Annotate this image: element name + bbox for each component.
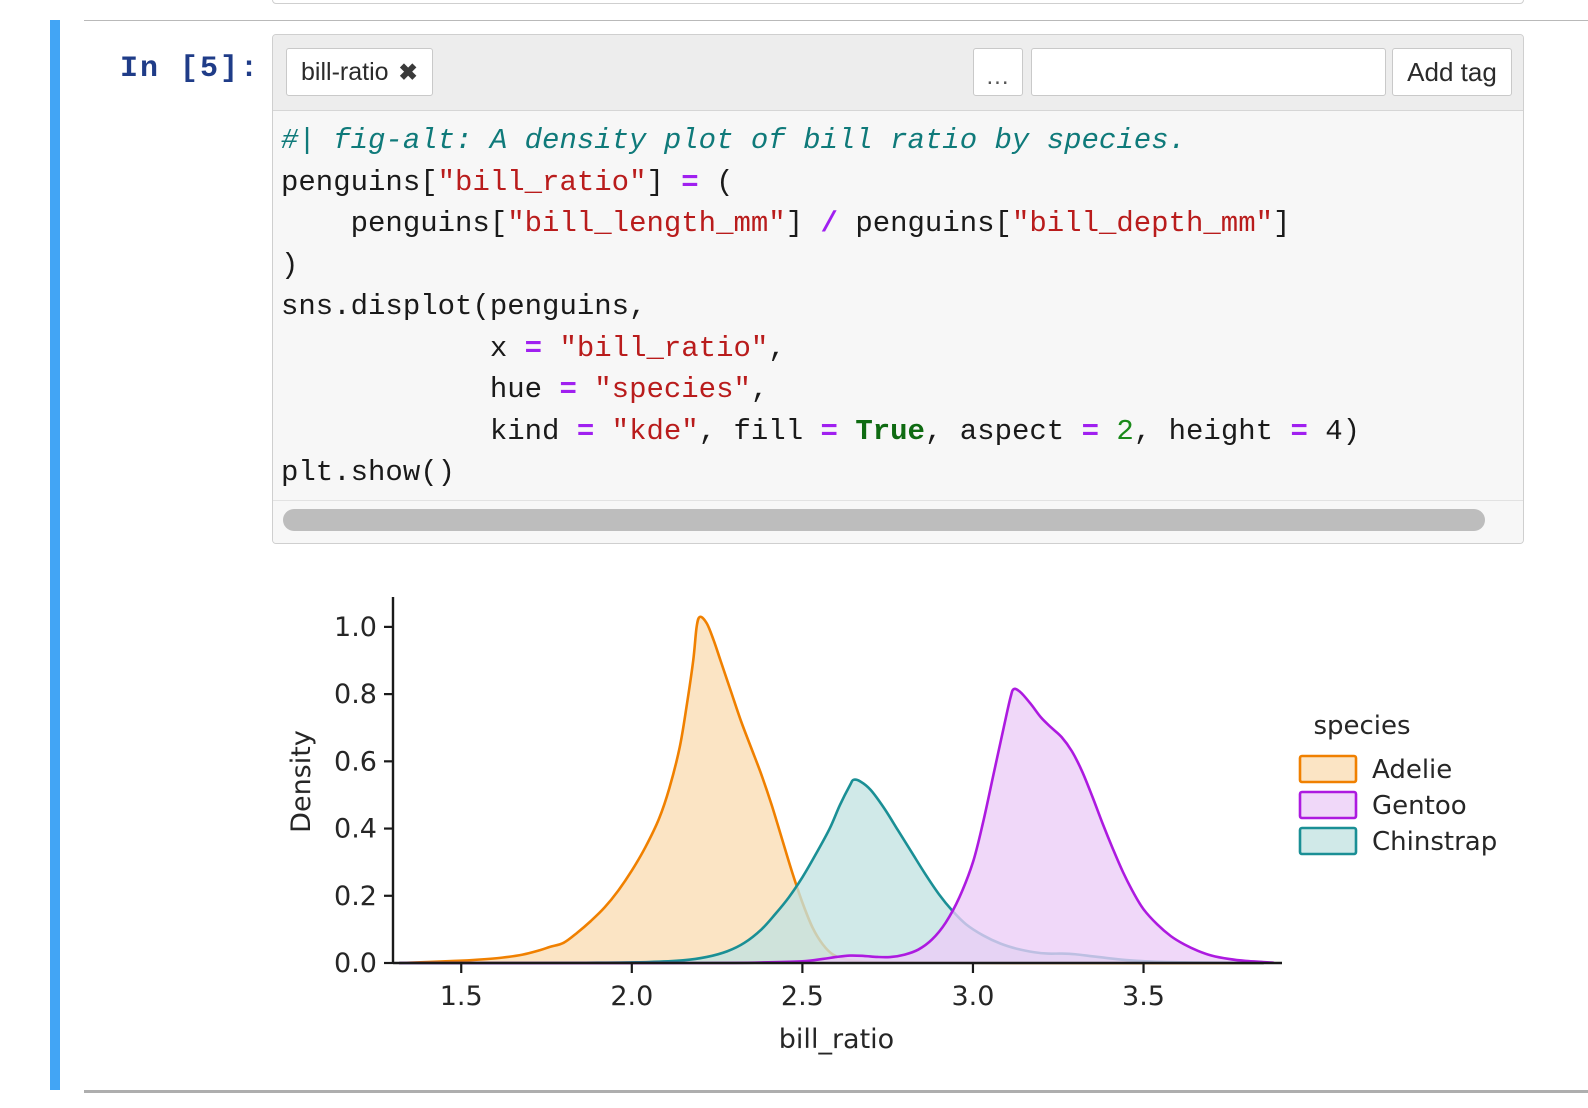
y-axis-label: Density [286, 730, 317, 833]
code-token-plain [594, 415, 611, 448]
plot-series-group [398, 615, 1275, 965]
code-token-plain [542, 332, 559, 365]
code-token-plain: sns.displot(penguins, [281, 290, 647, 323]
code-token-op: / [820, 207, 838, 240]
cell-tag-label: bill-ratio [301, 57, 389, 86]
code-line: penguins["bill_ratio"] = ( [281, 162, 1360, 204]
code-token-op: = [576, 414, 595, 448]
code-token-plain: , [750, 373, 769, 406]
x-tick-label: 3.0 [951, 981, 994, 1012]
code-line: x = "bill_ratio", [281, 328, 1360, 370]
code-token-op: = [820, 414, 838, 448]
code-editor[interactable]: #| fig-alt: A density plot of bill ratio… [273, 112, 1523, 502]
density-plot-svg: 0.0 0.2 0.4 0.6 0.8 1.0 1.5 2.0 2.5 3.0 3.5 bill_ra… [286, 597, 1497, 1055]
code-token-plain: penguins[ [837, 207, 1012, 240]
x-tick-label: 2.0 [610, 981, 653, 1012]
cell-output-area: 0.0 0.2 0.4 0.6 0.8 1.0 1.5 2.0 2.5 3.0 3.5 bill_ra… [272, 556, 1524, 1056]
x-axis-label: bill_ratio [779, 1024, 894, 1055]
code-token-plain: penguins[ [281, 207, 508, 240]
code-token-plain: x [281, 331, 525, 365]
code-token-op: = [559, 373, 577, 406]
y-tick-label: 0.8 [334, 679, 377, 710]
code-input-cell[interactable]: bill-ratio ✖ ... Add tag #| fig-alt: A d… [272, 34, 1524, 544]
code-token-kw: True [855, 414, 925, 448]
x-tick-label: 1.5 [440, 981, 483, 1012]
code-token-op: = [1081, 414, 1099, 448]
code-token-plain: ) [281, 248, 299, 282]
series-area-chinstrap [399, 779, 1263, 964]
tag-overflow-button[interactable]: ... [973, 48, 1023, 96]
y-tick-label: 0.0 [334, 948, 377, 979]
code-token-plain: , [768, 331, 786, 365]
legend-swatch-chinstrap [1298, 826, 1358, 856]
code-token-plain: 4) [1307, 414, 1361, 448]
legend-swatch-adelie [1298, 754, 1358, 784]
code-token-str: "kde" [611, 414, 699, 448]
code-text: #| fig-alt: A density plot of bill ratio… [281, 120, 1360, 494]
code-token-plain [1099, 415, 1116, 448]
tag-input[interactable] [1031, 48, 1386, 96]
add-tag-button[interactable]: Add tag [1392, 48, 1512, 96]
code-token-plain: ] [1273, 207, 1291, 240]
code-token-str: "bill_length_mm" [507, 207, 786, 240]
code-token-op: = [681, 165, 699, 199]
code-line: kind = "kde", fill = True, aspect = 2, h… [281, 411, 1360, 453]
code-token-plain [838, 415, 855, 448]
series-line-gentoo [398, 687, 1275, 965]
code-line: penguins["bill_length_mm"] / penguins["b… [281, 203, 1360, 245]
code-line: sns.displot(penguins, [281, 286, 1360, 328]
code-scrollbar-thumb[interactable] [283, 509, 1485, 531]
cell-tag-bar: bill-ratio ✖ ... Add tag [273, 35, 1523, 111]
code-token-num: 2 [1116, 414, 1134, 448]
code-token-plain: , height [1133, 414, 1291, 448]
density-plot-figure: 0.0 0.2 0.4 0.6 0.8 1.0 1.5 2.0 2.5 3.0 3.5 bill_ra… [272, 556, 1524, 1056]
code-token-str: "species" [594, 373, 751, 406]
y-tick-label: 1.0 [334, 612, 377, 643]
code-token-op: = [524, 331, 543, 365]
code-token-plain: penguins[ [281, 165, 438, 199]
code-line: #| fig-alt: A density plot of bill ratio… [281, 120, 1360, 162]
selected-cell-indicator [50, 20, 60, 1090]
code-token-plain: ] [646, 165, 682, 199]
code-token-comment: #| fig-alt: A density plot of bill ratio… [281, 124, 1186, 157]
legend: species Adelie Gentoo Chinstrap [1298, 711, 1497, 857]
y-tick-label: 0.2 [334, 881, 377, 912]
legend-label-chinstrap: Chinstrap [1372, 827, 1497, 857]
code-token-plain: ( [698, 165, 734, 199]
legend-label-gentoo: Gentoo [1372, 791, 1467, 821]
code-token-plain: , aspect [924, 414, 1082, 448]
code-token-str: "bill_ratio" [437, 165, 647, 199]
code-line: plt.show() [281, 452, 1360, 494]
code-token-plain: , fill [698, 414, 821, 448]
code-token-str: "bill_ratio" [559, 331, 769, 365]
legend-label-adelie: Adelie [1372, 755, 1452, 785]
previous-cell-partial [272, 0, 1524, 4]
code-line: hue = "species", [281, 369, 1360, 411]
code-token-plain [577, 373, 594, 406]
code-token-str: "bill_depth_mm" [1011, 207, 1273, 240]
x-tick-label: 3.5 [1122, 981, 1165, 1012]
series-area-gentoo [399, 688, 1274, 964]
code-line: ) [281, 245, 1360, 287]
code-token-plain: kind [281, 414, 577, 448]
notebook-top-divider [84, 20, 1588, 21]
notebook-bottom-divider [84, 1090, 1588, 1093]
cell-prompt-label: In [5]: [119, 52, 260, 86]
code-token-op: = [1290, 414, 1308, 448]
code-token-plain: plt.show() [281, 456, 456, 489]
code-horizontal-scrollbar[interactable] [273, 500, 1523, 543]
code-token-plain: hue [281, 373, 560, 406]
x-tick-label: 2.5 [781, 981, 824, 1012]
legend-swatch-gentoo [1298, 790, 1358, 820]
legend-title: species [1313, 711, 1410, 741]
code-token-plain: ] [785, 207, 821, 240]
y-tick-label: 0.4 [334, 814, 377, 845]
y-tick-label: 0.6 [334, 746, 377, 777]
remove-tag-icon[interactable]: ✖ [398, 58, 418, 85]
cell-tag-chip[interactable]: bill-ratio ✖ [286, 48, 433, 96]
